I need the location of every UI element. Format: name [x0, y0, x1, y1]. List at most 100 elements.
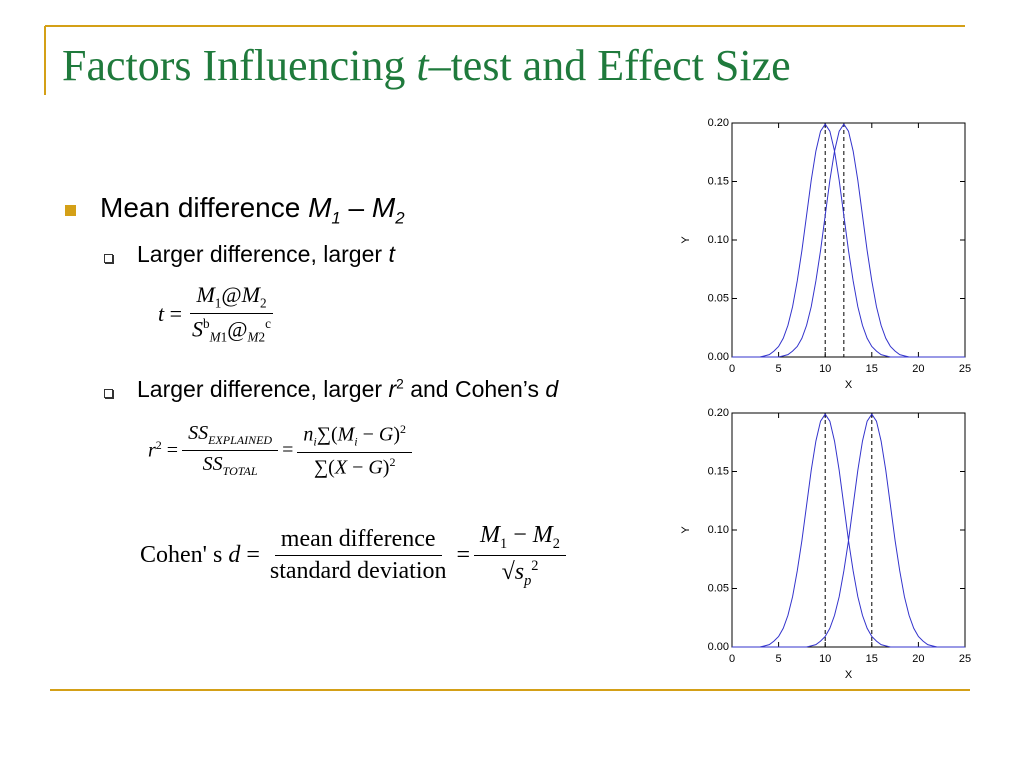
slide-title: Factors Influencing t–test and Effect Si…	[62, 40, 791, 91]
text-run: r	[148, 439, 156, 462]
y-tick-label: 0.00	[708, 351, 729, 363]
text-run: =	[164, 301, 183, 327]
y-tick-label: 0.00	[708, 641, 729, 653]
text-run: X	[334, 456, 348, 479]
plot-frame	[731, 412, 966, 648]
numerator: M1 − M2	[474, 522, 566, 556]
y-axis-label: Y	[680, 526, 692, 534]
text-run: 1	[500, 535, 508, 552]
text-run: 1	[331, 208, 341, 228]
text-run: mean difference	[280, 526, 436, 553]
text-run: 2	[389, 454, 396, 469]
text-run: √	[501, 558, 515, 585]
x-tick-label: 15	[866, 653, 878, 665]
formula-term: t =	[158, 301, 182, 327]
fraction: M1@M2 SbM1@M2c	[186, 282, 277, 346]
text-run: EXPLAINED	[208, 433, 273, 448]
text-run: p	[524, 572, 532, 589]
numerator: SSEXPLAINED	[182, 422, 279, 452]
sub-bullet: Larger difference, larger t	[137, 241, 395, 268]
text-run: 2	[395, 208, 405, 228]
text-run: M	[196, 282, 215, 307]
text-run: =	[161, 439, 179, 462]
formula: Cohen' s d = mean difference standard dev…	[140, 522, 570, 590]
x-tick-label: 10	[819, 653, 831, 665]
denominator: ∑(X − G)2	[308, 453, 402, 480]
text-run: 2	[258, 330, 266, 346]
text-run: Factors Influencing	[62, 41, 417, 90]
formula-term: r2 =	[148, 438, 178, 463]
text-run: =	[240, 542, 260, 569]
x-tick-label: 10	[819, 363, 831, 375]
text-run: 2	[396, 376, 404, 392]
text-run: 1	[220, 330, 228, 346]
fraction: mean difference standard deviation	[264, 526, 453, 585]
text-run: i	[313, 434, 317, 449]
text-run: M	[532, 522, 553, 548]
formula-term: =	[457, 542, 471, 569]
y-tick-label: 0.15	[708, 175, 729, 187]
series-line	[732, 413, 965, 648]
x-tick-label: 25	[959, 363, 971, 375]
formula-term: =	[282, 439, 293, 462]
series-line	[732, 123, 965, 358]
text-run: 2	[155, 438, 162, 453]
y-tick-label: 0.10	[708, 234, 729, 246]
denominator: standard deviation	[264, 556, 453, 585]
fraction: SSEXPLAINED SSTOTAL	[182, 422, 279, 479]
bullet: Mean difference M1 – M2	[100, 192, 405, 229]
text-run: d	[545, 376, 559, 402]
text-run: S	[192, 316, 204, 342]
text-run: M	[247, 330, 259, 346]
y-axis-label: Y	[680, 236, 692, 244]
text-run: c	[265, 316, 271, 332]
y-tick-label: 0.20	[708, 117, 729, 129]
text-run: TOTAL	[222, 464, 258, 479]
text-run: G	[378, 423, 394, 446]
denominator: SbM1@M2c	[186, 314, 277, 346]
y-tick-label: 0.15	[708, 465, 729, 477]
text-run: –	[340, 192, 372, 223]
y-tick-label: 0.20	[708, 407, 729, 419]
text-run: 2	[259, 295, 267, 311]
text-run: ∑(	[316, 423, 338, 446]
bullet-marker	[65, 205, 76, 216]
text-run: Cohen' s	[140, 542, 229, 569]
text-run: M	[371, 192, 396, 223]
numerator: ni∑(Mi − G)2	[297, 422, 413, 453]
text-run: M	[308, 192, 332, 223]
text-run: i	[354, 434, 358, 449]
formula: t = M1@M2 SbM1@M2c	[158, 282, 281, 346]
x-axis-label: X	[845, 379, 853, 391]
text-run: Larger difference, larger	[137, 241, 389, 267]
sub-bullet: Larger difference, larger r2 and Cohen’s…	[137, 376, 558, 403]
text-run: −	[347, 456, 369, 479]
text-run: =	[456, 542, 471, 569]
y-tick-label: 0.10	[708, 524, 729, 536]
text-run: 2	[400, 422, 407, 436]
x-tick-label: 15	[866, 363, 878, 375]
text-run: 2	[552, 535, 560, 552]
series-line	[732, 413, 965, 648]
x-tick-label: 25	[959, 653, 971, 665]
formula: r2 = SSEXPLAINED SSTOTAL = ni∑(Mi − G)2 ∑(…	[148, 422, 416, 479]
fraction: ni∑(Mi − G)2 ∑(X − G)2	[297, 422, 413, 480]
text-run: M	[209, 330, 221, 346]
text-run: n	[303, 423, 314, 446]
text-run: Larger difference, larger	[137, 376, 389, 402]
text-run: @	[227, 316, 248, 342]
text-run: −	[507, 522, 533, 548]
numerator: mean difference	[274, 526, 442, 557]
text-run: SS	[188, 422, 209, 445]
text-run: 1	[214, 295, 222, 311]
x-tick-label: 20	[912, 653, 924, 665]
text-run: 2	[531, 557, 539, 574]
text-run: s	[514, 558, 525, 585]
sub-bullet-marker	[104, 254, 113, 263]
text-run: SS	[202, 453, 223, 476]
x-tick-label: 5	[776, 653, 782, 665]
text-run: d	[228, 542, 241, 569]
text-run: =	[282, 439, 294, 462]
sub-bullet-marker	[104, 389, 113, 398]
plot-frame	[731, 122, 966, 358]
